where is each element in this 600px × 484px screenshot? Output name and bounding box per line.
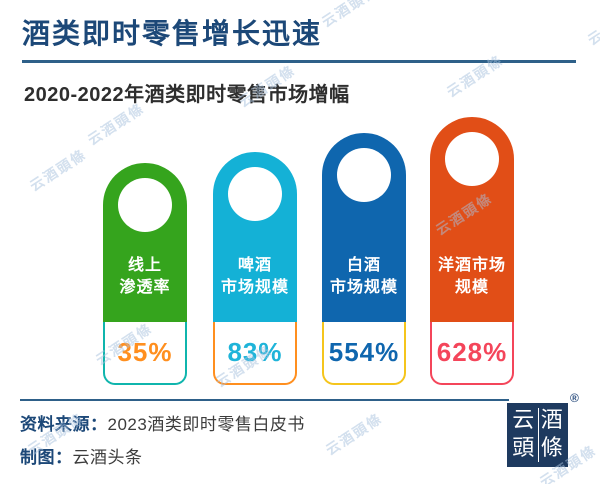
bottle-hole: [118, 178, 172, 232]
footer-divider: [20, 399, 509, 401]
bottle-bar-1: 线上渗透率 35%: [103, 163, 187, 385]
chart-subtitle: 2020-2022年酒类即时零售市场增幅: [24, 84, 350, 106]
bottle-label-line: 市场规模: [220, 279, 289, 296]
credit-line: 制图：云酒头条: [20, 443, 143, 468]
logo-character: 頭: [512, 436, 535, 461]
value-box: 554%: [322, 322, 406, 385]
value-box: 35%: [103, 322, 187, 385]
title-divider: [22, 60, 576, 63]
brand-logo: 云酒頭條: [507, 403, 568, 467]
credit-value: 云酒头条: [72, 448, 143, 467]
credit-label: 制图：: [20, 448, 73, 467]
source-line: 资料来源：2023酒类即时零售白皮书: [20, 410, 305, 435]
bottle-hole: [337, 148, 391, 202]
bottle-label: 洋酒市场 规模: [430, 255, 514, 299]
source-value: 2023酒类即时零售白皮书: [107, 415, 305, 434]
bottle-label: 啤酒 市场规模: [213, 255, 297, 299]
bottle-hole: [445, 132, 499, 186]
brand-logo-characters: 云酒頭條: [507, 403, 568, 467]
bottle-value: 554%: [328, 337, 400, 367]
bottle-label: 白酒 市场规模: [322, 255, 406, 299]
bottle-bar-3: 白酒市场规模 554%: [322, 133, 406, 385]
bottle-bar-4: 洋酒市场规模 628%: [430, 117, 514, 385]
bottle-label-line: 啤酒: [237, 257, 272, 274]
bottle-label-line: 规模: [454, 279, 489, 296]
bottle-label: 线上 渗透率: [103, 255, 187, 299]
value-box: 628%: [430, 322, 514, 385]
bottle-label-line: 线上: [127, 257, 162, 274]
bottle-label-line: 渗透率: [119, 279, 171, 296]
bottle-value: 628%: [436, 337, 508, 367]
page-title: 酒类即时零售增长迅速: [22, 18, 323, 49]
bottle-label-line: 市场规模: [329, 279, 398, 296]
bottle-label-line: 洋酒市场: [437, 257, 506, 274]
logo-divider: [537, 408, 539, 462]
logo-character: 酒: [540, 408, 563, 433]
registered-mark: ®: [570, 391, 579, 405]
bottle-bar-2: 啤酒市场规模 83%: [213, 152, 297, 385]
bottle-value: 35%: [117, 337, 173, 367]
logo-character: 條: [540, 436, 563, 461]
bottle-value: 83%: [227, 337, 283, 367]
bottle-label-line: 白酒: [346, 257, 381, 274]
bottle-hole: [228, 167, 282, 221]
source-label: 资料来源：: [20, 415, 108, 434]
value-box: 83%: [213, 322, 297, 385]
logo-character: 云: [512, 408, 535, 433]
